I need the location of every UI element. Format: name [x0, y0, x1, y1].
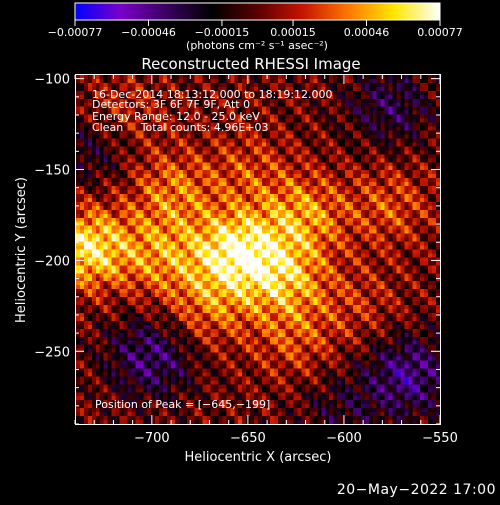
heatmap-image	[76, 75, 440, 424]
chart-title: Reconstructed RHESSI Image	[141, 55, 360, 73]
annotation-counts: Clean Total counts: 4.96E+03	[92, 121, 269, 134]
x-axis-label: Heliocentric X (arcsec)	[185, 450, 332, 465]
annotation-block: 16-Dec-2014 18:13:12.000 to 18:19:12.000…	[92, 88, 333, 134]
colorbar-ticks: −0.00077 −0.00046 −0.00015 0.00015 0.00046 0.…	[48, 20, 463, 39]
colorbar-tick-label: 0.00046	[344, 26, 390, 39]
x-tick-label: −550	[422, 431, 458, 446]
annotation-detectors: Detectors: 3F 6F 7F 9F, Att 0	[92, 98, 250, 111]
y-tick-label: −250	[34, 345, 70, 360]
plot-image	[76, 75, 440, 424]
x-tick-label: −650	[230, 431, 266, 446]
colorbar-tick-label: 0.00015	[270, 26, 316, 39]
x-tick-label: −600	[326, 431, 362, 446]
peak-position-label: Position of Peak = [−645,−199]	[95, 398, 270, 411]
colorbar	[74, 2, 441, 21]
colorbar-tick-label: 0.00077	[417, 26, 463, 39]
axis-ticks: −700 −650 −600 −550 −100 −150 −200 −250	[34, 73, 458, 446]
colorbar-tick-label: −0.00077	[48, 26, 103, 39]
y-tick-label: −200	[34, 254, 70, 269]
footer-date: 20−May−2022 17:00	[336, 482, 496, 498]
annotation-energy: Energy Range: 12.0 - 25.0 keV	[92, 110, 260, 123]
colorbar-unit-label: (photons cm⁻² s⁻¹ asec⁻²)	[186, 39, 328, 52]
x-tick-label: −700	[134, 431, 170, 446]
colorbar-tick-label: −0.00015	[195, 26, 250, 39]
y-axis-label: Heliocentric Y (arcsec)	[14, 177, 29, 323]
annotation-time: 16-Dec-2014 18:13:12.000 to 18:19:12.000	[92, 88, 333, 101]
y-tick-label: −100	[34, 73, 70, 88]
y-tick-label: −150	[34, 164, 70, 179]
colorbar-tick-label: −0.00046	[121, 26, 176, 39]
plot-frame	[75, 74, 441, 425]
